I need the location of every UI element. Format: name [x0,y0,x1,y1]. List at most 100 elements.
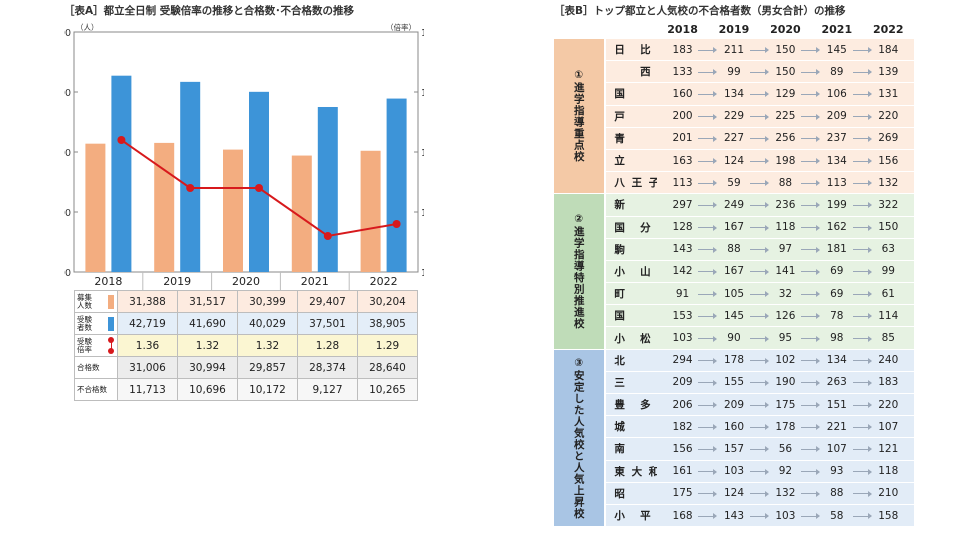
arrow-right-icon [698,47,718,54]
bar [249,91,269,273]
table-a-row: 受験 倍率 1.36 1.32 1.32 1.28 1.29 [74,334,418,357]
school-value-text: 118 [878,465,899,478]
school-value: 121 [852,437,914,461]
school-value: 132 [852,171,914,195]
arrow-right-icon [749,490,769,497]
school-name: 小松川 [605,326,676,350]
school-value-text: 95 [778,332,793,345]
table-a-cell: 28,374 [297,356,358,379]
school-value-text: 58 [830,509,844,522]
arrow-right-icon [749,69,769,76]
ratio-legend-icon [110,341,112,350]
arrow-right-icon [698,113,718,120]
arrow-right-icon [749,246,769,253]
school-value: 201 [656,127,709,150]
school-value: 69 [801,282,863,306]
school-value: 126 [749,304,812,328]
year-header: 2020 [759,20,812,39]
school-value-text: 201 [672,132,693,145]
school-value-text: 107 [826,442,847,455]
school-value: 134 [801,149,863,173]
bar [154,142,175,272]
school-value-text: 200 [672,110,693,123]
ratio-point [255,184,263,192]
school-value: 124 [698,149,760,173]
school-name: 小山台 [605,260,676,284]
school-value: 132 [749,482,812,505]
table-b-row: ②進学指導特別推進校 新宿 297 249 236 199 322 [554,193,914,350]
x-tick-label: 2020 [232,275,260,288]
school-value-text: 297 [672,198,693,211]
table-b-row: 国分寺 128 167 118 162 150 [554,216,914,239]
bar [223,149,243,272]
school-value-text: 106 [826,87,847,100]
row-label: 受験 倍率 [74,334,118,357]
bar [386,98,407,272]
school-value-text: 69 [830,287,844,300]
school-value-text: 93 [830,465,844,478]
bar [180,81,201,272]
arrow-right-icon [749,135,769,142]
arrow-right-icon [801,180,821,187]
school-value-text: 240 [878,354,899,367]
school-value: 113 [801,171,863,195]
school-value: 93 [801,460,863,483]
table-b-row: 国際 153 145 126 78 114 [554,304,914,328]
table-b-row: ③安定した人気校と人気上昇校 北園 294 178 102 134 240 [554,349,914,528]
school-value: 269 [852,127,914,150]
school-value: 155 [698,371,760,395]
arrow-right-icon [749,468,769,475]
school-value-text: 211 [723,43,744,56]
school-value: 107 [852,415,914,439]
school-value-text: 98 [830,332,844,345]
school-value: 133 [656,60,709,84]
school-value-text: 102 [775,354,796,367]
left-axis-unit: （人） [76,23,99,32]
table-a-cell: 31,517 [177,290,238,313]
school-name: 国分寺 [605,216,676,239]
school-value-text: 61 [881,287,895,300]
school-value-text: 128 [672,221,693,234]
arrow-right-icon [852,402,872,409]
table-a-cell: 10,265 [357,378,418,401]
table-a-row: 募集 人数 31,388 31,517 30,399 29,407 30,204 [74,290,418,313]
school-value: 221 [801,415,863,439]
arrow-right-icon [698,490,718,497]
school-value-text: 126 [775,309,796,322]
arrow-right-icon [698,379,718,386]
group-label: ②進学指導特別推進校 [554,193,607,350]
arrow-right-icon [749,357,769,364]
arrow-right-icon [801,246,821,253]
school-name: 昭和 [605,482,676,505]
school-value-text: 178 [723,354,744,367]
school-value-text: 178 [775,420,796,433]
year-header: 2022 [862,20,914,39]
school-value-text: 151 [826,398,847,411]
arrow-right-icon [698,513,718,520]
school-value-text: 156 [672,442,693,455]
school-value-text: 168 [672,509,693,522]
arrow-right-icon [698,402,718,409]
school-value: 78 [801,304,863,328]
y-left-tick-label: 30,000 [64,148,71,159]
arrow-right-icon [698,357,718,364]
ratio-point [392,220,401,228]
table-b-row: 南平 156 157 56 107 121 [554,437,914,461]
y-right-tick-label: 1.40 [421,88,424,99]
school-name: 小平南 [605,504,676,528]
school-value: 162 [801,216,863,239]
arrow-right-icon [852,47,872,54]
panel-b-title: ［表B］トップ都立と人気校の不合格者数（男女合計）の推移 [554,5,846,17]
school-value-text: 183 [672,43,693,56]
school-value-text: 129 [775,87,796,100]
chart-a: 2018 2019 2020 2021 2022 10,000 20,000 30,000 40… [64,22,424,290]
arrow-right-icon [852,291,872,298]
y-right-tick-label: 1.35 [421,148,424,159]
arrow-right-icon [749,513,769,520]
arrow-right-icon [801,69,821,76]
table-b-row: 西 133 99 150 89 139 [554,60,914,84]
school-value-text: 99 [881,265,895,278]
y-right-tick-label: 1.30 [421,208,424,219]
school-value: 184 [852,38,914,62]
school-value-text: 145 [826,43,847,56]
